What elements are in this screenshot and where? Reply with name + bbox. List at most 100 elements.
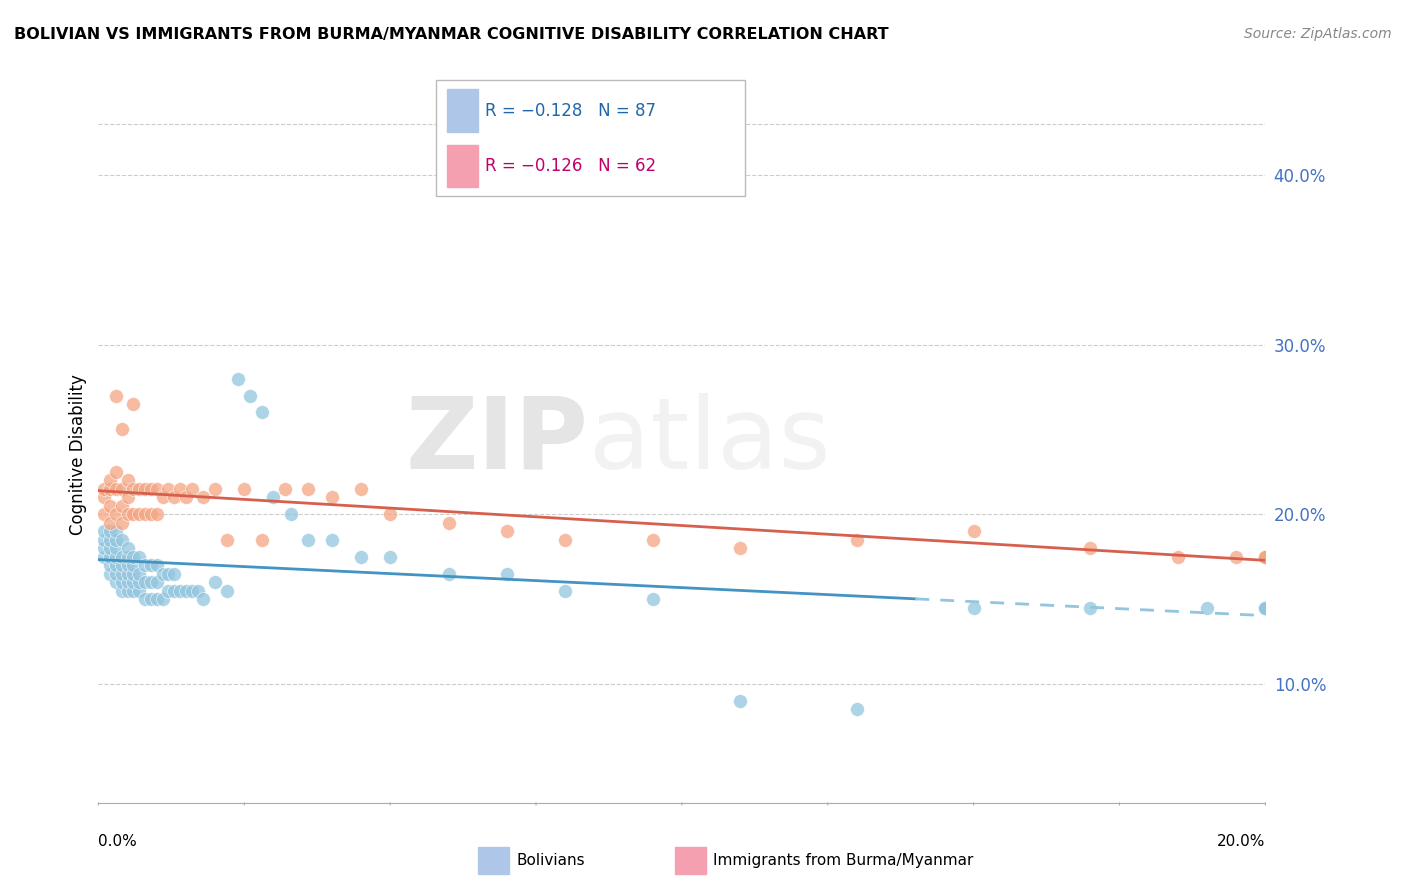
Point bbox=[128, 566, 150, 581]
Point bbox=[152, 491, 174, 505]
Point bbox=[98, 524, 121, 539]
Text: Bolivians: Bolivians bbox=[516, 854, 585, 868]
Point bbox=[139, 592, 162, 607]
Point bbox=[193, 592, 215, 607]
Point bbox=[845, 533, 868, 547]
Point bbox=[122, 508, 145, 522]
Point bbox=[1254, 549, 1277, 564]
Point bbox=[1254, 549, 1277, 564]
Point bbox=[104, 533, 127, 547]
Point bbox=[297, 482, 319, 496]
Point bbox=[163, 491, 186, 505]
Point bbox=[122, 575, 145, 590]
Point bbox=[93, 524, 115, 539]
Point bbox=[93, 491, 115, 505]
Point bbox=[111, 549, 134, 564]
Text: ZIP: ZIP bbox=[406, 392, 589, 490]
Text: Immigrants from Burma/Myanmar: Immigrants from Burma/Myanmar bbox=[713, 854, 973, 868]
Point bbox=[962, 524, 984, 539]
Point bbox=[239, 388, 262, 402]
Point bbox=[117, 575, 139, 590]
Point bbox=[134, 575, 156, 590]
Point bbox=[122, 482, 145, 496]
Point bbox=[1254, 600, 1277, 615]
Point bbox=[174, 583, 197, 598]
Point bbox=[98, 474, 121, 488]
Point bbox=[274, 482, 297, 496]
Point bbox=[146, 482, 169, 496]
Point bbox=[117, 583, 139, 598]
Point bbox=[495, 566, 517, 581]
Point bbox=[104, 549, 127, 564]
Point bbox=[378, 549, 402, 564]
Point bbox=[98, 499, 121, 513]
Point bbox=[93, 549, 115, 564]
Point bbox=[104, 388, 127, 402]
Point bbox=[437, 566, 460, 581]
Point bbox=[152, 566, 174, 581]
Text: Source: ZipAtlas.com: Source: ZipAtlas.com bbox=[1244, 27, 1392, 41]
Point bbox=[297, 533, 319, 547]
Point bbox=[98, 533, 121, 547]
Point bbox=[1254, 549, 1277, 564]
Point bbox=[117, 474, 139, 488]
Point bbox=[104, 541, 127, 556]
Text: atlas: atlas bbox=[589, 392, 830, 490]
Point bbox=[117, 491, 139, 505]
Point bbox=[98, 558, 121, 573]
Point bbox=[641, 592, 664, 607]
Point bbox=[128, 508, 150, 522]
Point bbox=[117, 549, 139, 564]
Point bbox=[163, 566, 186, 581]
Point bbox=[180, 482, 202, 496]
Point bbox=[139, 558, 162, 573]
Point bbox=[554, 583, 576, 598]
Point bbox=[146, 508, 169, 522]
Point bbox=[641, 533, 664, 547]
Point bbox=[128, 549, 150, 564]
Point bbox=[180, 583, 202, 598]
Point bbox=[250, 405, 273, 419]
Text: R = −0.128   N = 87: R = −0.128 N = 87 bbox=[485, 102, 657, 120]
Point bbox=[111, 566, 134, 581]
Point bbox=[157, 566, 180, 581]
Point bbox=[169, 482, 191, 496]
Point bbox=[139, 575, 162, 590]
Point bbox=[98, 566, 121, 581]
Point bbox=[134, 508, 156, 522]
Point bbox=[233, 482, 256, 496]
Text: 20.0%: 20.0% bbox=[1218, 834, 1265, 849]
Point bbox=[111, 499, 134, 513]
Point bbox=[204, 482, 226, 496]
Point bbox=[280, 508, 302, 522]
Point bbox=[128, 583, 150, 598]
Point bbox=[139, 508, 162, 522]
Point bbox=[104, 465, 127, 479]
Point bbox=[152, 592, 174, 607]
Point bbox=[350, 482, 373, 496]
Point bbox=[1195, 600, 1218, 615]
Point bbox=[111, 533, 134, 547]
Point bbox=[157, 583, 180, 598]
Point bbox=[437, 516, 460, 530]
Point bbox=[215, 583, 238, 598]
Point bbox=[134, 592, 156, 607]
Point bbox=[1225, 549, 1247, 564]
Point bbox=[104, 558, 127, 573]
Point bbox=[128, 482, 150, 496]
Point bbox=[111, 482, 134, 496]
Point bbox=[104, 508, 127, 522]
Point bbox=[104, 566, 127, 581]
Point bbox=[378, 508, 402, 522]
Point bbox=[93, 533, 115, 547]
Point bbox=[98, 541, 121, 556]
Point bbox=[139, 482, 162, 496]
Point bbox=[122, 549, 145, 564]
Point bbox=[111, 516, 134, 530]
Point bbox=[111, 583, 134, 598]
Point bbox=[117, 541, 139, 556]
Point bbox=[1254, 600, 1277, 615]
Point bbox=[1254, 600, 1277, 615]
Point bbox=[128, 575, 150, 590]
Point bbox=[134, 558, 156, 573]
